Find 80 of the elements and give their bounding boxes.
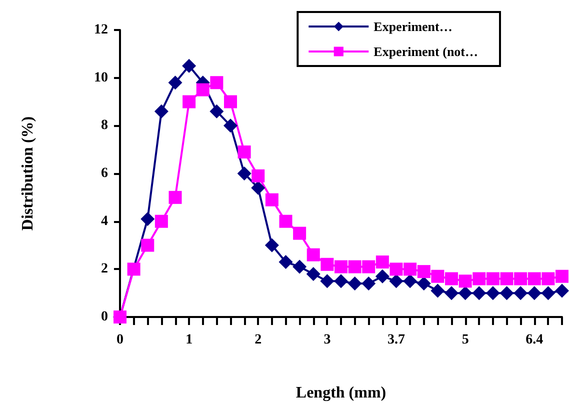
point	[445, 272, 458, 286]
point	[210, 104, 224, 118]
point	[500, 286, 514, 300]
point	[252, 169, 265, 182]
x-axis-title: Length (mm)	[296, 384, 386, 402]
point	[168, 190, 182, 204]
x-tick-label: 3.7	[388, 332, 405, 348]
y-tick-label: 2	[101, 262, 108, 277]
point	[334, 274, 348, 288]
point	[168, 76, 182, 90]
point	[348, 260, 362, 274]
point	[403, 274, 418, 288]
point	[376, 255, 389, 268]
point	[362, 260, 376, 274]
x-tick-label: 6.4	[526, 332, 544, 348]
point	[320, 274, 334, 288]
point	[140, 212, 155, 226]
y-tick-label: 6	[101, 166, 108, 181]
point	[555, 284, 569, 298]
point	[237, 166, 252, 180]
point	[541, 286, 556, 300]
point	[375, 269, 390, 284]
point	[141, 238, 154, 252]
point	[404, 262, 417, 276]
point	[348, 276, 362, 291]
point	[362, 276, 376, 291]
point	[390, 262, 403, 276]
point	[514, 286, 528, 300]
point	[556, 270, 568, 283]
point	[500, 272, 514, 286]
legend-label: Experiment (not…	[374, 44, 478, 59]
y-axis-title: Distribution (%)	[20, 116, 36, 231]
x-tick-label: 2	[254, 332, 262, 348]
point	[430, 284, 445, 298]
point	[238, 145, 251, 158]
point	[279, 214, 292, 228]
y-tick-label: 4	[101, 214, 108, 229]
point	[320, 258, 334, 271]
y-tick-label: 0	[101, 310, 108, 324]
x-tick-label: 5	[462, 332, 469, 348]
point	[224, 118, 238, 133]
point	[251, 180, 266, 195]
point	[542, 272, 555, 286]
point	[458, 286, 472, 300]
point	[527, 286, 542, 300]
point	[334, 260, 348, 274]
point	[278, 254, 293, 269]
point	[210, 76, 224, 90]
point	[154, 104, 168, 118]
point	[127, 262, 140, 276]
point	[389, 274, 404, 288]
point	[416, 276, 431, 291]
y-tick-label: 10	[94, 70, 108, 86]
point	[486, 286, 500, 300]
point	[472, 272, 486, 286]
point	[458, 274, 472, 288]
y-tick-label: 12	[94, 22, 108, 38]
point	[293, 226, 306, 240]
point	[224, 95, 237, 108]
x-tick-label: 0	[116, 332, 124, 348]
x-tick-label: 3	[324, 332, 331, 348]
point	[154, 214, 168, 228]
point	[444, 286, 458, 300]
point	[306, 248, 320, 262]
point	[182, 58, 196, 73]
point	[292, 260, 307, 274]
point	[196, 83, 210, 96]
point	[417, 265, 430, 278]
point	[472, 286, 486, 300]
point	[514, 272, 528, 286]
point	[306, 266, 320, 281]
point	[486, 272, 500, 286]
point	[182, 95, 196, 108]
legend-label: Experiment…	[374, 19, 452, 34]
point	[431, 270, 444, 283]
point	[264, 238, 279, 252]
x-tick-label: 1	[186, 332, 193, 348]
y-tick-label: 8	[101, 118, 108, 134]
point	[528, 272, 541, 286]
point	[265, 193, 278, 206]
